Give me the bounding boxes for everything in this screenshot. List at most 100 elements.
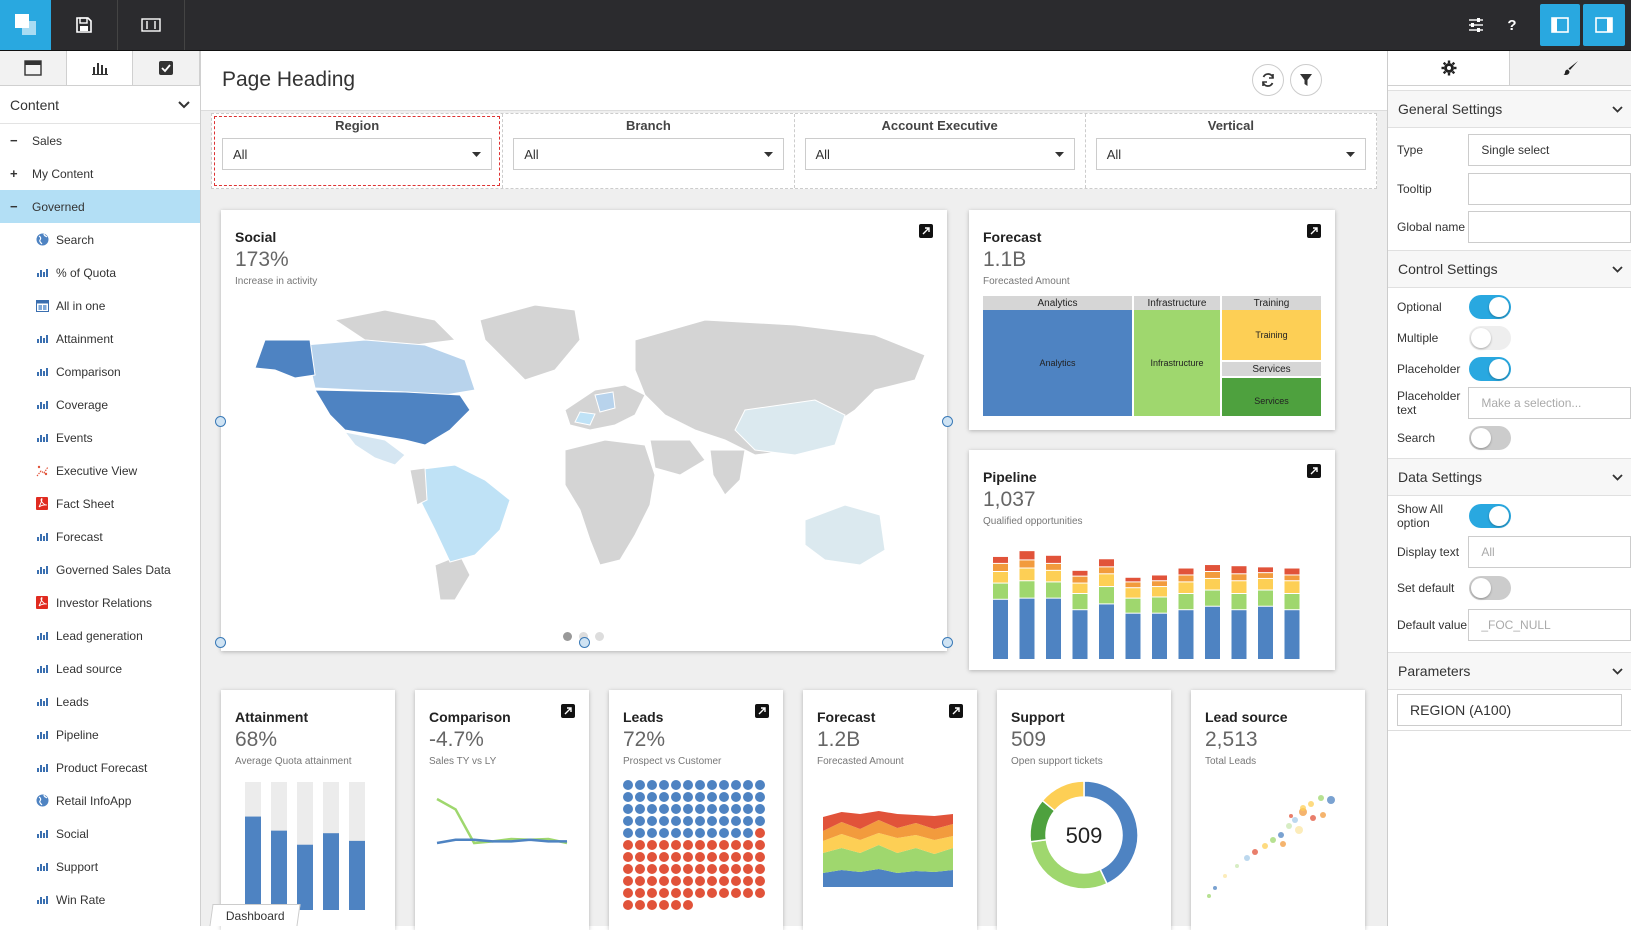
section-parameters[interactable]: Parameters bbox=[1388, 652, 1631, 690]
pipeline-bar-segment[interactable] bbox=[1152, 613, 1167, 659]
tab-checkbox-icon[interactable] bbox=[133, 51, 201, 85]
tree-item[interactable]: Product Forecast bbox=[0, 751, 200, 784]
comparison-card[interactable]: Comparison -4.7% Sales TY vs LY bbox=[415, 690, 589, 930]
attainment-bar-chart[interactable] bbox=[241, 782, 381, 910]
expand-icon[interactable]: + bbox=[10, 166, 18, 181]
leads-card[interactable]: Leads 72% Prospect vs Customer bbox=[609, 690, 783, 930]
tree-item[interactable]: Support bbox=[0, 850, 200, 883]
scatter-point[interactable] bbox=[1327, 796, 1335, 804]
display-text-field[interactable]: All bbox=[1468, 536, 1631, 568]
pipeline-bar-segment[interactable] bbox=[1099, 587, 1114, 604]
scatter-point[interactable] bbox=[1292, 817, 1298, 823]
tree-item[interactable]: All in one bbox=[0, 289, 200, 322]
show-all-toggle[interactable] bbox=[1469, 504, 1511, 528]
tree-item[interactable]: Forecast bbox=[0, 520, 200, 553]
tab-style-brush-icon[interactable] bbox=[1509, 51, 1631, 86]
tooltip-field[interactable] bbox=[1468, 173, 1631, 205]
pipeline-bar-segment[interactable] bbox=[1178, 594, 1194, 610]
section-data-settings[interactable]: Data Settings bbox=[1388, 458, 1631, 496]
scatter-point[interactable] bbox=[1213, 886, 1217, 890]
pipeline-bar-segment[interactable] bbox=[1258, 578, 1273, 590]
tab-chart-icon[interactable] bbox=[66, 51, 134, 85]
comparison-line[interactable] bbox=[436, 797, 568, 845]
left-panel-toggle-icon[interactable] bbox=[1540, 4, 1580, 46]
pipeline-bar-segment[interactable] bbox=[1072, 583, 1088, 593]
attainment-bar[interactable] bbox=[271, 830, 287, 910]
tree-item[interactable]: Social bbox=[0, 817, 200, 850]
expand-icon[interactable] bbox=[919, 224, 933, 238]
pipeline-bar-segment[interactable] bbox=[1231, 566, 1247, 574]
scatter-point[interactable] bbox=[1270, 837, 1276, 843]
scatter-point[interactable] bbox=[1289, 814, 1293, 818]
scatter-point[interactable] bbox=[1286, 823, 1292, 829]
resize-handle[interactable] bbox=[215, 416, 226, 427]
pipeline-bar-segment[interactable] bbox=[993, 556, 1008, 563]
sliders-icon[interactable] bbox=[1458, 0, 1494, 50]
save-icon[interactable] bbox=[51, 0, 118, 50]
pipeline-bar-segment[interactable] bbox=[1205, 565, 1220, 571]
scatter-point[interactable] bbox=[1308, 801, 1314, 807]
treemap-chart[interactable]: Analytics Analytics Infrastructure Infrastr… bbox=[983, 296, 1321, 416]
tab-dashboard[interactable]: Dashboard bbox=[209, 904, 301, 926]
scatter-point[interactable] bbox=[1318, 795, 1324, 801]
pipeline-bar-segment[interactable] bbox=[1125, 588, 1141, 598]
pipeline-bar-segment[interactable] bbox=[1019, 598, 1035, 659]
carousel-dot[interactable] bbox=[579, 632, 588, 641]
scatter-point[interactable] bbox=[1300, 805, 1306, 811]
pipeline-bar-segment[interactable] bbox=[1152, 581, 1167, 587]
tree-item[interactable]: Win Rate bbox=[0, 883, 200, 916]
pipeline-bar-segment[interactable] bbox=[993, 599, 1008, 659]
attainment-bar[interactable] bbox=[297, 844, 313, 910]
collapse-icon[interactable]: − bbox=[10, 199, 18, 214]
section-control-settings[interactable]: Control Settings bbox=[1388, 250, 1631, 288]
tree-item[interactable]: − Governed bbox=[0, 190, 200, 223]
treemap-cell[interactable] bbox=[983, 310, 1132, 416]
pipeline-bar-segment[interactable] bbox=[1125, 613, 1141, 659]
pipeline-bar-segment[interactable] bbox=[1019, 551, 1035, 560]
right-panel-toggle-icon[interactable] bbox=[1583, 4, 1625, 46]
expand-icon[interactable] bbox=[561, 704, 575, 718]
pipeline-bar-segment[interactable] bbox=[1284, 581, 1300, 593]
pipeline-bar-segment[interactable] bbox=[1258, 567, 1273, 573]
treemap-cell[interactable] bbox=[1134, 310, 1220, 416]
pipeline-bar-segment[interactable] bbox=[1284, 594, 1300, 610]
pipeline-bar-segment[interactable] bbox=[1125, 598, 1141, 613]
pipeline-bar-segment[interactable] bbox=[1231, 610, 1247, 659]
filter-region[interactable]: Region All bbox=[212, 114, 504, 188]
pipeline-bar-segment[interactable] bbox=[1284, 568, 1300, 575]
pipeline-bar-segment[interactable] bbox=[993, 572, 1008, 583]
social-card[interactable]: Social 173% Increase in activity bbox=[221, 210, 947, 651]
support-card[interactable]: Support 509 Open support tickets 509 bbox=[997, 690, 1171, 930]
pipeline-bar-segment[interactable] bbox=[1205, 572, 1220, 578]
pipeline-bar-segment[interactable] bbox=[1258, 573, 1273, 578]
filter-dropdown[interactable]: All bbox=[1095, 138, 1366, 170]
tree-item[interactable]: Lead generation bbox=[0, 619, 200, 652]
support-donut-chart[interactable]: 509 bbox=[1027, 778, 1141, 892]
expand-icon[interactable] bbox=[1307, 224, 1321, 238]
pipeline-bar-segment[interactable] bbox=[1231, 581, 1247, 593]
attainment-bar[interactable] bbox=[323, 833, 339, 910]
layout-icon[interactable] bbox=[118, 0, 185, 50]
treemap-cell[interactable] bbox=[1222, 378, 1321, 416]
resize-handle[interactable] bbox=[579, 637, 590, 648]
forecast-area-layer[interactable] bbox=[823, 820, 953, 841]
scatter-point[interactable] bbox=[1244, 855, 1250, 861]
expand-icon[interactable] bbox=[1307, 464, 1321, 478]
treemap-cell[interactable] bbox=[1222, 310, 1321, 360]
attainment-bar[interactable] bbox=[245, 816, 261, 910]
pipeline-bar-chart[interactable] bbox=[989, 550, 1319, 660]
global-name-field[interactable] bbox=[1468, 211, 1631, 243]
pipeline-bar-segment[interactable] bbox=[993, 583, 1008, 599]
pipeline-bar-segment[interactable] bbox=[1046, 570, 1061, 582]
pipeline-bar-segment[interactable] bbox=[1125, 577, 1141, 582]
tree-item[interactable]: Comparison bbox=[0, 355, 200, 388]
tree-item[interactable]: − Sales bbox=[0, 124, 200, 157]
filter-button[interactable] bbox=[1290, 64, 1322, 96]
tab-page-icon[interactable] bbox=[0, 51, 67, 85]
expand-icon[interactable] bbox=[755, 704, 769, 718]
filter-dropdown[interactable]: All bbox=[513, 138, 784, 170]
filter-vertical[interactable]: Vertical All bbox=[1086, 114, 1376, 188]
forecast-area-chart[interactable] bbox=[823, 795, 959, 895]
scatter-point[interactable] bbox=[1280, 841, 1286, 847]
pipeline-bar-segment[interactable] bbox=[1178, 582, 1194, 593]
